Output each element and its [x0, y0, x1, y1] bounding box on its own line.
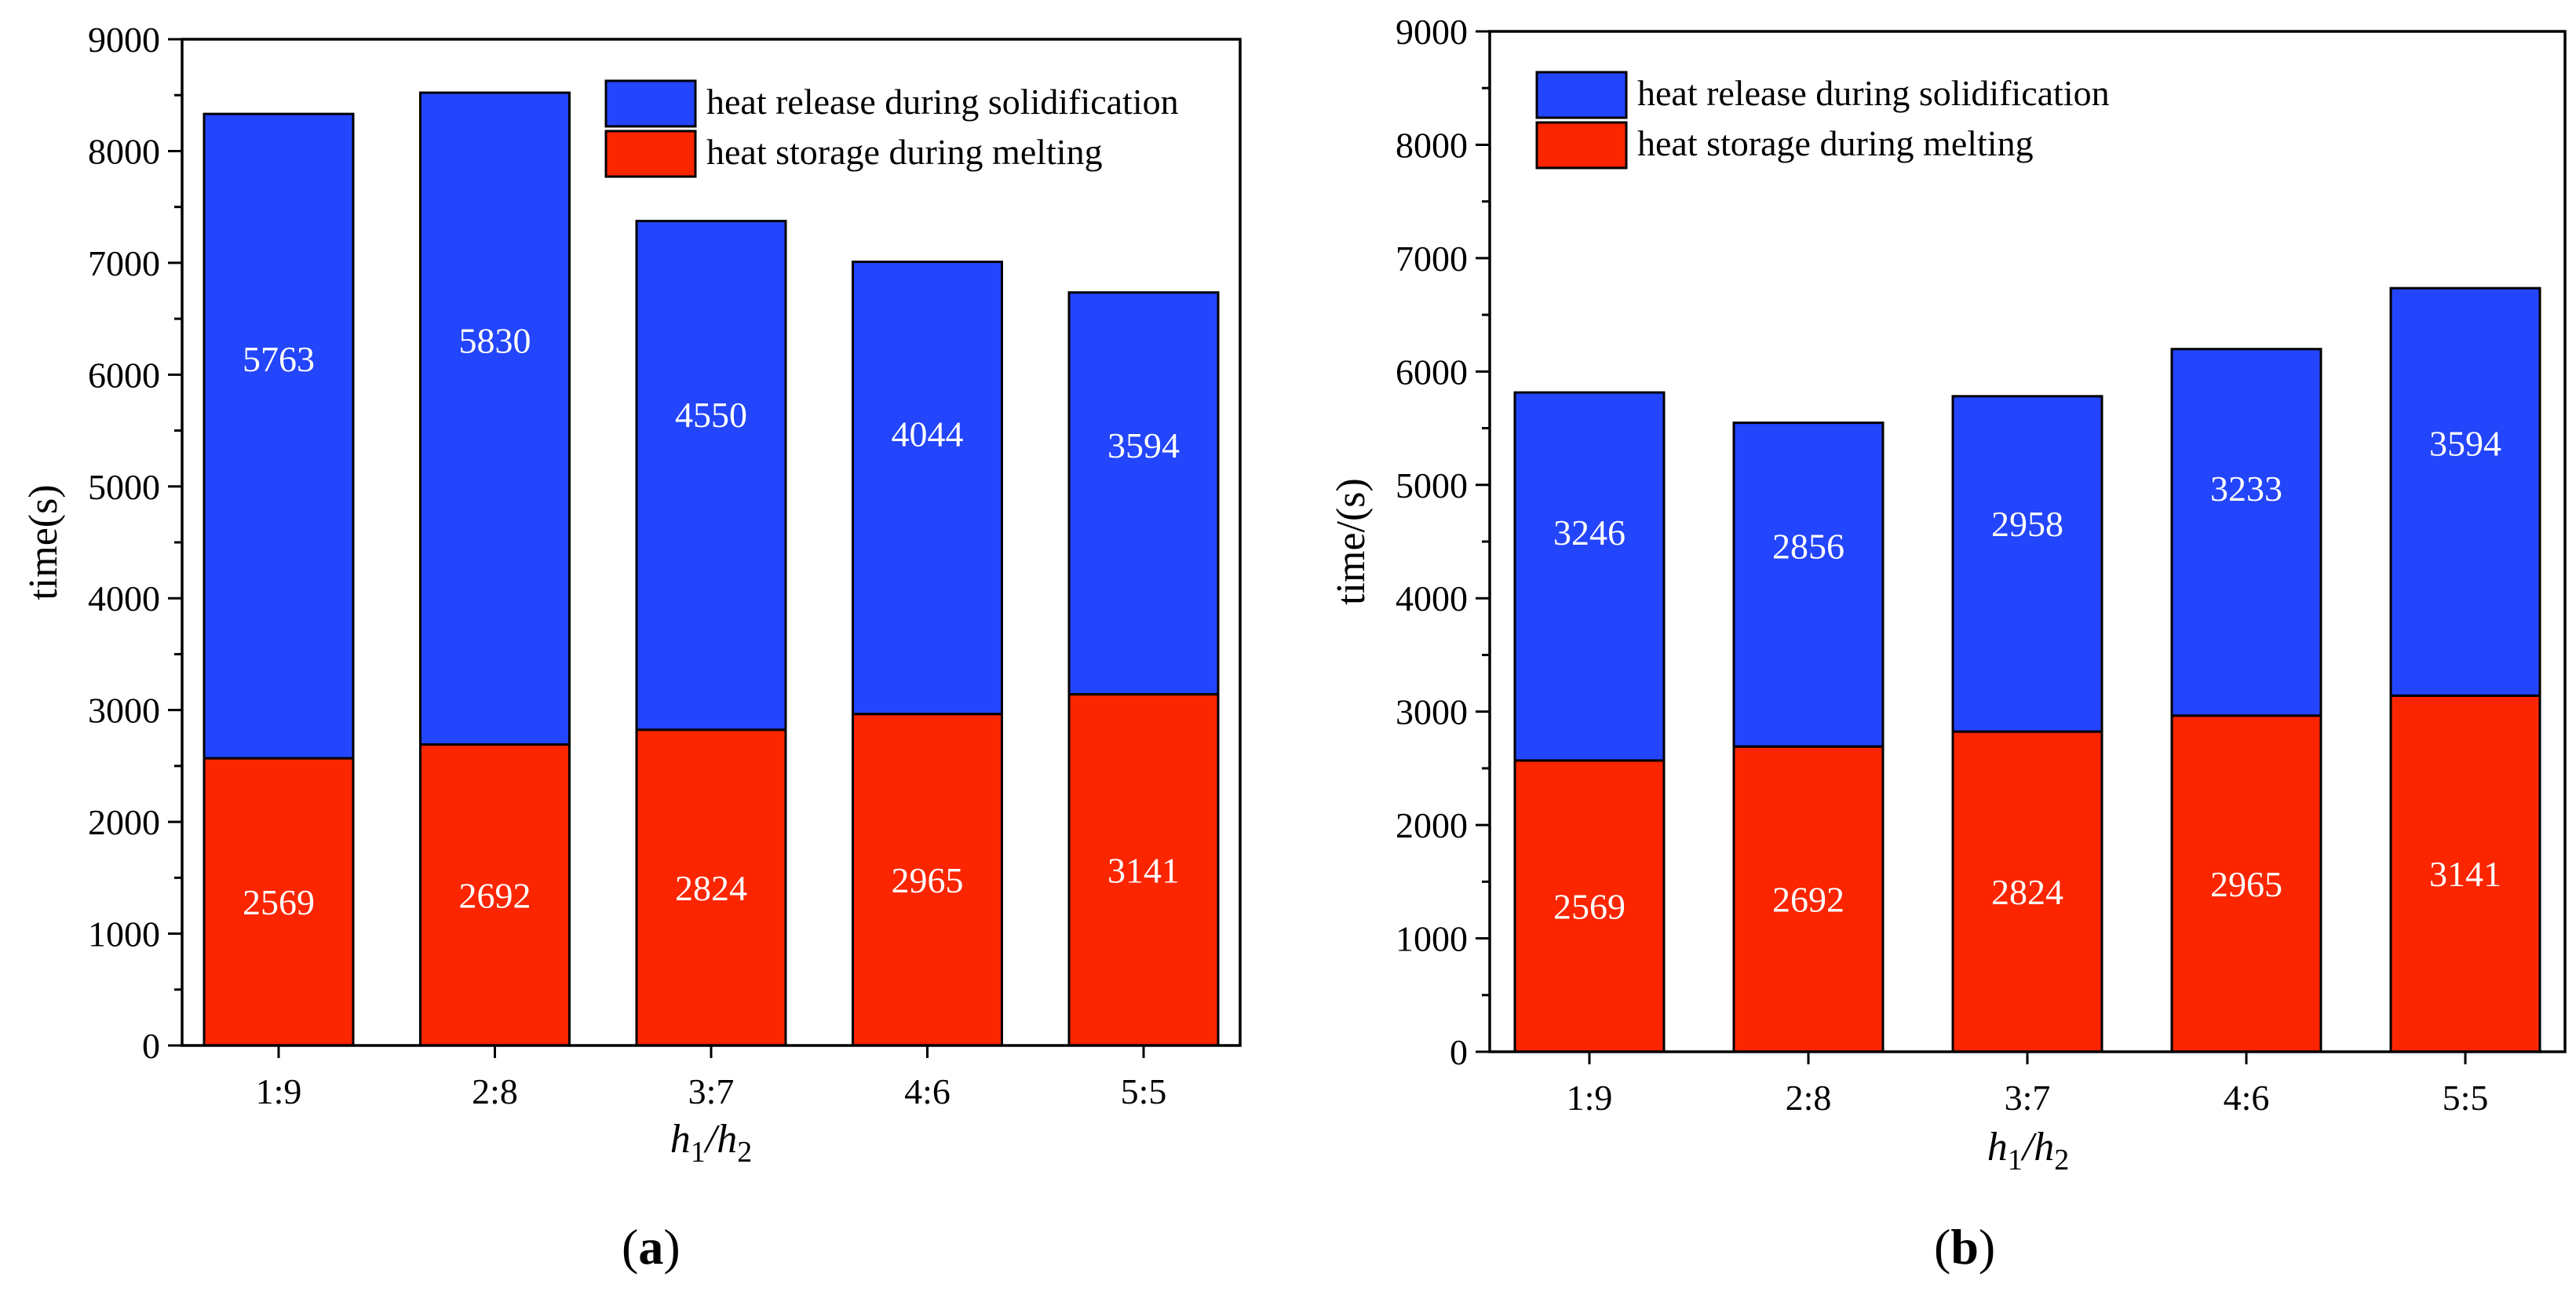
bar-label-solidification-5-5: 3594: [1107, 425, 1180, 465]
x-axis-title: h1/h2: [1987, 1125, 2069, 1177]
legend-swatch-0: [604, 79, 697, 128]
bar-label-solidification-2-8: 5830: [459, 321, 531, 361]
x-tick-label-1-9: 1:9: [1567, 1078, 1613, 1118]
bar-melting-4-6: [2170, 714, 2322, 1053]
bar-solidification-5-5: [1067, 291, 1220, 696]
y-axis-title: time(s): [21, 484, 66, 600]
bar-label-melting-4-6: 2965: [2210, 864, 2282, 904]
bar-label-melting-2-8: 2692: [1772, 880, 1844, 920]
x-tick-label-5-5: 5:5: [2443, 1078, 2489, 1118]
chart-panel-a: 2569 5763 1:9 2692 5830 2:8 2824 4550 3:7 2965 404…: [21, 20, 1242, 1275]
bar-label-solidification-3-7: 4550: [675, 395, 747, 435]
y-tick-label-9000: 9000: [88, 20, 160, 60]
bar-solidification-1-9: [203, 112, 355, 760]
y-tick-label-8000: 8000: [1396, 125, 1468, 165]
bar-solidification-3-7: [635, 220, 787, 732]
bar-melting-1-9: [203, 757, 355, 1047]
y-tick-label-9000: 9000: [1396, 12, 1468, 52]
y-tick-label-3000: 3000: [1396, 692, 1468, 732]
bar-label-solidification-1-9: 5763: [243, 339, 315, 379]
bar-label-solidification-4-6: 3233: [2210, 469, 2282, 509]
bar-label-melting-1-9: 2569: [243, 882, 315, 922]
bar-label-melting-3-7: 2824: [675, 868, 747, 908]
legend-entry-0: heat release during solidification: [1637, 73, 2110, 113]
bar-solidification-4-6: [2170, 348, 2322, 717]
bar-label-solidification-3-7: 2958: [1991, 504, 2063, 544]
legend-entry-1: heat storage during melting: [706, 132, 1103, 172]
x-tick-label-2-8: 2:8: [472, 1071, 518, 1111]
bar-label-melting-2-8: 2692: [459, 875, 531, 915]
bar-melting-1-9: [1513, 759, 1666, 1053]
y-tick-label-7000: 7000: [1396, 239, 1468, 279]
y-tick-label-6000: 6000: [1396, 352, 1468, 392]
bar-label-melting-5-5: 3141: [2429, 854, 2501, 894]
bar-melting-3-7: [635, 728, 787, 1047]
bar-label-solidification-4-6: 4044: [892, 414, 964, 454]
legend-entry-0: heat release during solidification: [706, 82, 1179, 122]
x-tick-label-4-6: 4:6: [2224, 1078, 2270, 1118]
bar-solidification-4-6: [852, 261, 1003, 716]
legend-swatch-0: [1535, 71, 1628, 119]
bar-solidification-5-5: [2389, 286, 2541, 697]
y-tick-label-5000: 5000: [1396, 465, 1468, 505]
y-axis-title: time/(s): [1329, 478, 1374, 605]
bar-label-melting-3-7: 2824: [1991, 872, 2063, 912]
bar-label-melting-4-6: 2965: [892, 860, 964, 900]
y-tick-label-6000: 6000: [88, 355, 160, 395]
y-tick-label-0: 0: [1450, 1032, 1468, 1072]
bar-melting-3-7: [1951, 730, 2103, 1053]
bar-label-solidification-1-9: 3246: [1553, 513, 1626, 553]
bar-label-solidification-2-8: 2856: [1772, 526, 1844, 566]
y-tick-label-1000: 1000: [1396, 919, 1468, 959]
x-tick-label-3-7: 3:7: [2005, 1078, 2051, 1118]
bar-label-solidification-5-5: 3594: [2429, 423, 2501, 463]
x-tick-label-1-9: 1:9: [256, 1071, 302, 1111]
x-tick-label-4-6: 4:6: [904, 1071, 950, 1111]
bar-melting-5-5: [2389, 694, 2541, 1053]
legend-swatch-1: [1535, 121, 1628, 170]
y-tick-label-2000: 2000: [88, 802, 160, 842]
y-tick-label-8000: 8000: [88, 131, 160, 171]
bar-melting-2-8: [419, 743, 571, 1047]
legend-swatch-1: [604, 130, 697, 178]
y-tick-label-0: 0: [142, 1026, 160, 1066]
y-tick-label-4000: 4000: [1396, 578, 1468, 618]
x-axis-title: h1/h2: [670, 1117, 752, 1169]
legend-entry-1: heat storage during melting: [1637, 123, 2034, 163]
bar-solidification-1-9: [1513, 391, 1666, 762]
bar-label-melting-5-5: 3141: [1107, 850, 1180, 890]
bar-solidification-2-8: [1732, 421, 1885, 748]
y-tick-label-5000: 5000: [88, 467, 160, 507]
bar-melting-5-5: [1067, 693, 1220, 1047]
x-tick-label-2-8: 2:8: [1786, 1078, 1832, 1118]
y-tick-label-4000: 4000: [88, 578, 160, 618]
y-tick-label-3000: 3000: [88, 691, 160, 731]
y-tick-label-1000: 1000: [88, 914, 160, 954]
y-tick-label-7000: 7000: [88, 243, 160, 283]
bar-label-melting-1-9: 2569: [1553, 886, 1626, 926]
x-tick-label-3-7: 3:7: [688, 1071, 735, 1111]
chart-panel-b: 2569 3246 1:9 2692 2856 2:8 2824 2958 3:7 2965 323…: [1329, 12, 2567, 1275]
bar-melting-4-6: [852, 713, 1003, 1047]
y-tick-label-2000: 2000: [1396, 805, 1468, 845]
bar-solidification-3-7: [1951, 395, 2103, 733]
bar-solidification-2-8: [419, 91, 571, 746]
panel-label-a: (a): [622, 1219, 680, 1275]
x-tick-label-5-5: 5:5: [1121, 1071, 1167, 1111]
panel-label-b: (b): [1934, 1219, 1995, 1275]
